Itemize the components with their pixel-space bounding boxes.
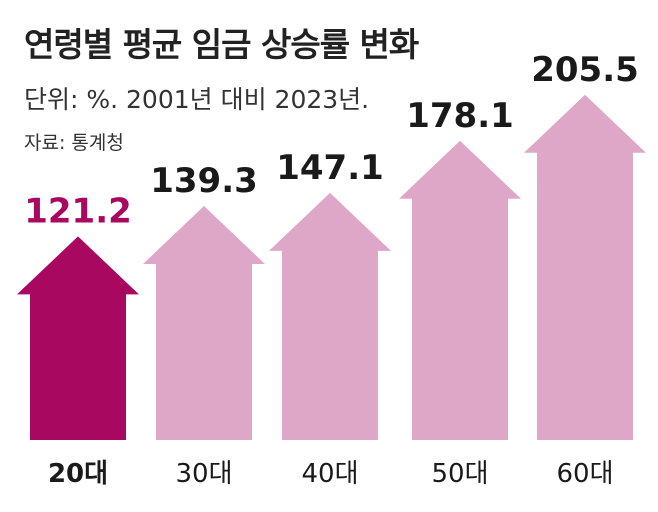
value-label: 121.2 [24,191,132,231]
value-label: 178.1 [406,96,514,136]
category-label: 60대 [556,459,613,489]
bar-arrow-30대 [143,206,265,440]
chart-source: 자료: 통계청 [24,132,124,154]
chart-subtitle: 단위: %. 2001년 대비 2023년. [24,85,370,114]
bar-arrow-50대 [399,140,521,441]
bar-arrow-60대 [524,94,646,441]
value-label: 147.1 [276,148,384,188]
bar-arrow-40대 [269,192,391,440]
category-label: 20대 [48,459,108,489]
category-label: 40대 [301,459,358,489]
category-label: 50대 [431,459,488,489]
chart-title: 연령별 평균 임금 상승률 변화 [24,25,419,64]
bar-arrow-20대 [17,236,139,440]
category-label: 30대 [175,459,232,489]
value-label: 139.3 [150,161,258,201]
value-label: 205.5 [531,50,639,90]
